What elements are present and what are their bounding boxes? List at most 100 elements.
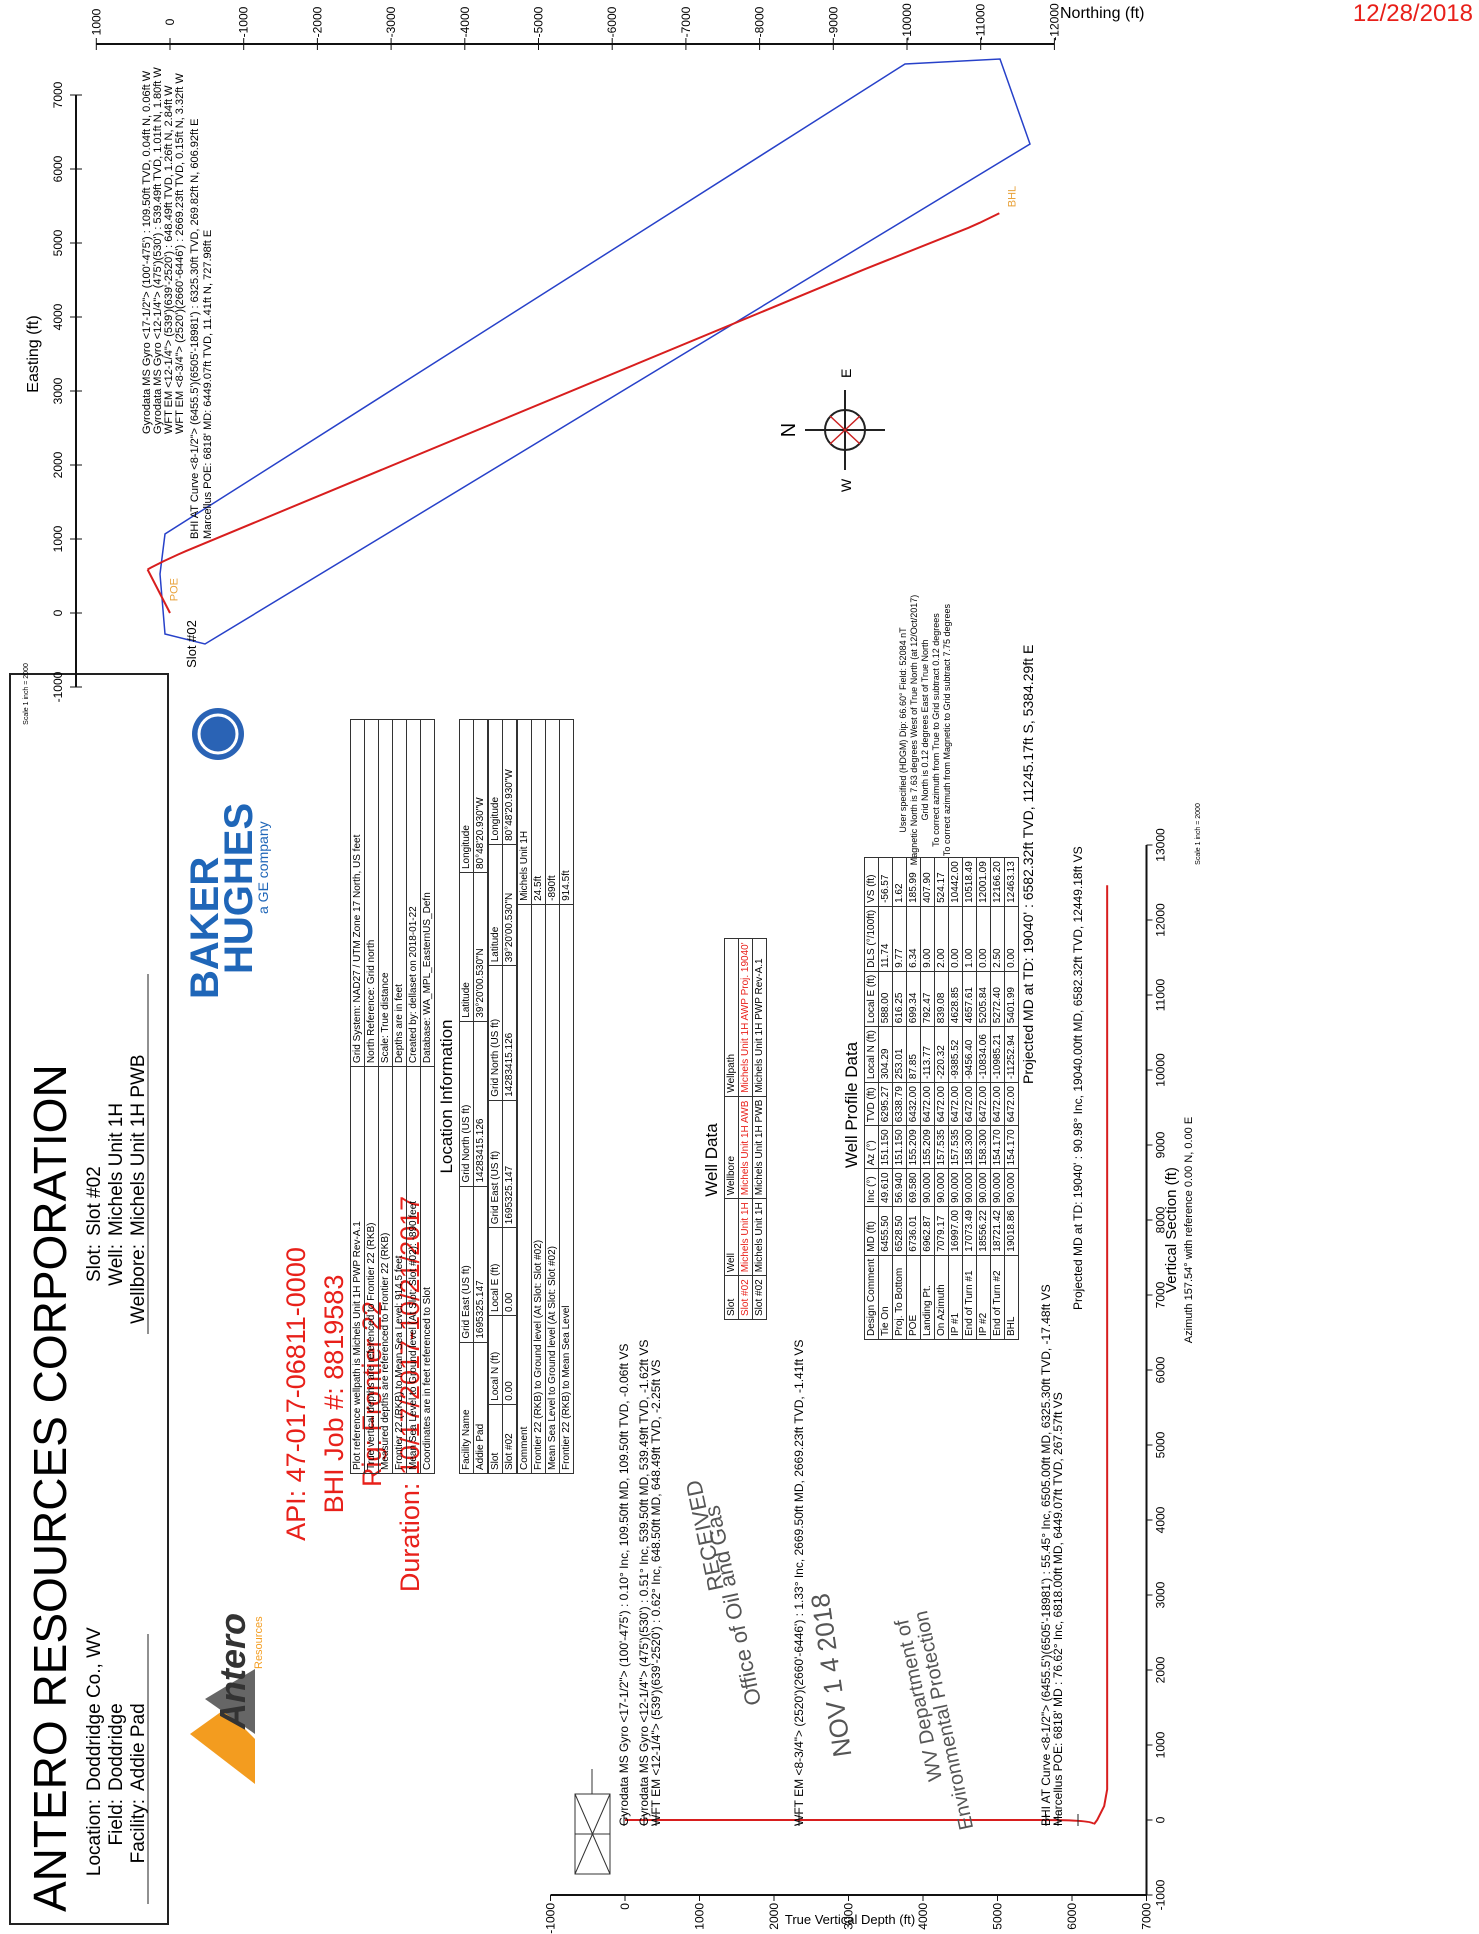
x-tick-label: 3000	[1154, 1581, 1168, 1608]
bh-logo-text: HUGHES	[217, 803, 261, 974]
table-cell: 5205.84	[976, 971, 991, 1027]
y-axis-label: Northing (ft)	[1060, 5, 1144, 22]
x-tick-label: -1000	[51, 671, 65, 702]
table-row: Tie On 6455.50 49.610 151.150 6295.27 304.29 5…	[878, 857, 893, 1340]
bh-logo-text: BAKER	[183, 857, 227, 999]
x-tick-label: -1000	[1154, 1879, 1168, 1910]
table-cell: 158.300	[962, 1125, 977, 1169]
table-cell: Grid North (US ft)	[459, 1021, 474, 1187]
table-cell: 90.000	[934, 1168, 949, 1207]
table-cell: Michels Unit 1H AWB	[738, 1096, 753, 1199]
table-cell: 11.74	[878, 906, 893, 972]
table-cell: Local E (ft)	[488, 1227, 503, 1316]
magnetic-note: To correct azimuth from Magnetic to Grid…	[942, 603, 952, 856]
table-cell: 1.62	[892, 857, 907, 907]
table-cell: Michels Unit 1H AWP Proj. 19040'	[738, 938, 753, 1097]
table-cell: 87.85	[906, 1026, 921, 1083]
table-cell: Depths are in feet	[392, 719, 407, 1067]
table-cell: 6472.00	[962, 1082, 977, 1126]
table-cell: -10834.06	[976, 1026, 991, 1083]
header-label: Wellbore:	[128, 1244, 149, 1324]
table-cell: Grid East (US ft)	[459, 1186, 474, 1343]
table-row: Slot Local N (ft) Local E (ft) Grid East (U…	[488, 719, 503, 1474]
table-cell: Latitude	[459, 872, 474, 1022]
table-cell: Landing Pt.	[920, 1255, 935, 1340]
table-cell: 616.25	[892, 971, 907, 1027]
header-label: Field:	[106, 1799, 127, 1845]
table-cell: POE	[906, 1255, 921, 1340]
antero-logo-sub: Resources	[253, 1616, 265, 1669]
table-cell: Michels Unit 1H PWP Rev-A.1	[752, 938, 767, 1097]
table-row: Frontier 22 (RKB) to Mean Sea Level: 914…	[392, 719, 407, 1474]
x-tick-label: 11000	[1154, 978, 1168, 1011]
table-cell: 12463.13	[1004, 857, 1019, 907]
table-cell: 24.5ft	[531, 719, 546, 905]
plan-path	[147, 212, 1000, 571]
header-box	[9, 673, 169, 1925]
table-cell: DLS (°/100ft)	[864, 906, 879, 972]
table-cell: 5401.99	[1004, 971, 1019, 1027]
table-cell: MD (ft)	[864, 1206, 879, 1256]
section-title: Location Information	[437, 1019, 456, 1174]
table-cell: Grid System: NAD27 / UTM Zone 17 North, …	[350, 719, 365, 1067]
lease-boundary	[159, 58, 1031, 645]
table-cell: 1.00	[962, 906, 977, 972]
x-tick-label: 5000	[51, 229, 65, 256]
table-cell: 6472.00	[934, 1082, 949, 1126]
x-tick-label: 7000	[51, 81, 65, 108]
x-tick-label: 9000	[1154, 1131, 1168, 1158]
annotation: WFT EM <8-3/4"> (2520')(2660'-6446') : 2…	[174, 73, 186, 434]
compass-label: W	[838, 478, 854, 492]
table-row: Plot reference wellpath is Michels Unit …	[350, 719, 365, 1474]
table-cell: -220.32	[934, 1026, 949, 1083]
table-row: Design Comment MD (ft) Inc (°) Az (°) TVD (f…	[864, 857, 879, 1340]
table-cell: 14283415.126	[502, 965, 517, 1101]
vertical-section-path	[1093, 885, 1109, 1825]
table-cell: 151.150	[878, 1125, 893, 1169]
compass-needle	[829, 415, 861, 445]
table-cell: Slot #02	[502, 1404, 517, 1474]
table-cell: 56.940	[892, 1168, 907, 1207]
table-cell: 4657.61	[962, 971, 977, 1027]
rig-lattice	[574, 1769, 611, 1875]
table-cell: Mean Sea Level to Ground level (At Slot:…	[406, 1066, 421, 1474]
table-cell: 90.000	[990, 1168, 1005, 1207]
target-label: POE	[169, 578, 181, 601]
table: Comment Michels Unit 1H Frontier 22 (RKB) …	[517, 719, 574, 1474]
table-cell: Scale: True distance	[378, 719, 393, 1067]
table-cell: 9.77	[892, 906, 907, 972]
ge-logo	[197, 713, 239, 755]
section-title: Well Profile Data	[842, 1041, 861, 1169]
table-cell: 151.150	[892, 1125, 907, 1169]
table-cell: End of Turn #2	[990, 1255, 1005, 1340]
table-row: Landing Pt. 6962.87 90.000 155.209 6472.00 -1…	[920, 857, 935, 1340]
x-tick-label: 0	[1154, 1816, 1168, 1823]
job-info: Rig: Frontier 22	[357, 1301, 387, 1487]
y-tick-label: -5000	[532, 6, 546, 37]
table-cell: Wellpath	[724, 938, 739, 1097]
table-cell: Local N (ft)	[864, 1026, 879, 1083]
header-label: Facility:	[128, 1799, 149, 1863]
y-tick-label: -9000	[826, 6, 840, 37]
logo-shape	[190, 1709, 255, 1784]
table-cell: 6472.00	[920, 1082, 935, 1126]
wellpath-link	[146, 569, 171, 614]
table-cell: 12001.09	[976, 857, 991, 907]
x-axis-label: Vertical Section (ft)	[1163, 1167, 1180, 1293]
table-cell: 6962.87	[920, 1206, 935, 1256]
table-cell: 253.01	[892, 1026, 907, 1083]
x-tick-label: 3000	[51, 377, 65, 404]
table-cell: True vertical depths are referenced to F…	[364, 1066, 379, 1474]
table-cell: Inc (°)	[864, 1168, 879, 1207]
x-tick-label: 0	[51, 609, 65, 616]
table-row: Facility Name Grid East (US ft) Grid North…	[459, 719, 474, 1474]
header-label: Well:	[106, 1244, 127, 1286]
table-cell: 39°20'00.530"N	[473, 872, 488, 1022]
table-cell: Grid East (US ft)	[488, 1100, 503, 1228]
table-cell: Slot	[488, 1404, 503, 1474]
bh-logo-sub: a GE company	[255, 821, 271, 914]
y-tick-label: -2000	[310, 6, 324, 37]
table-cell: Plot reference wellpath is Michels Unit …	[350, 1066, 365, 1474]
